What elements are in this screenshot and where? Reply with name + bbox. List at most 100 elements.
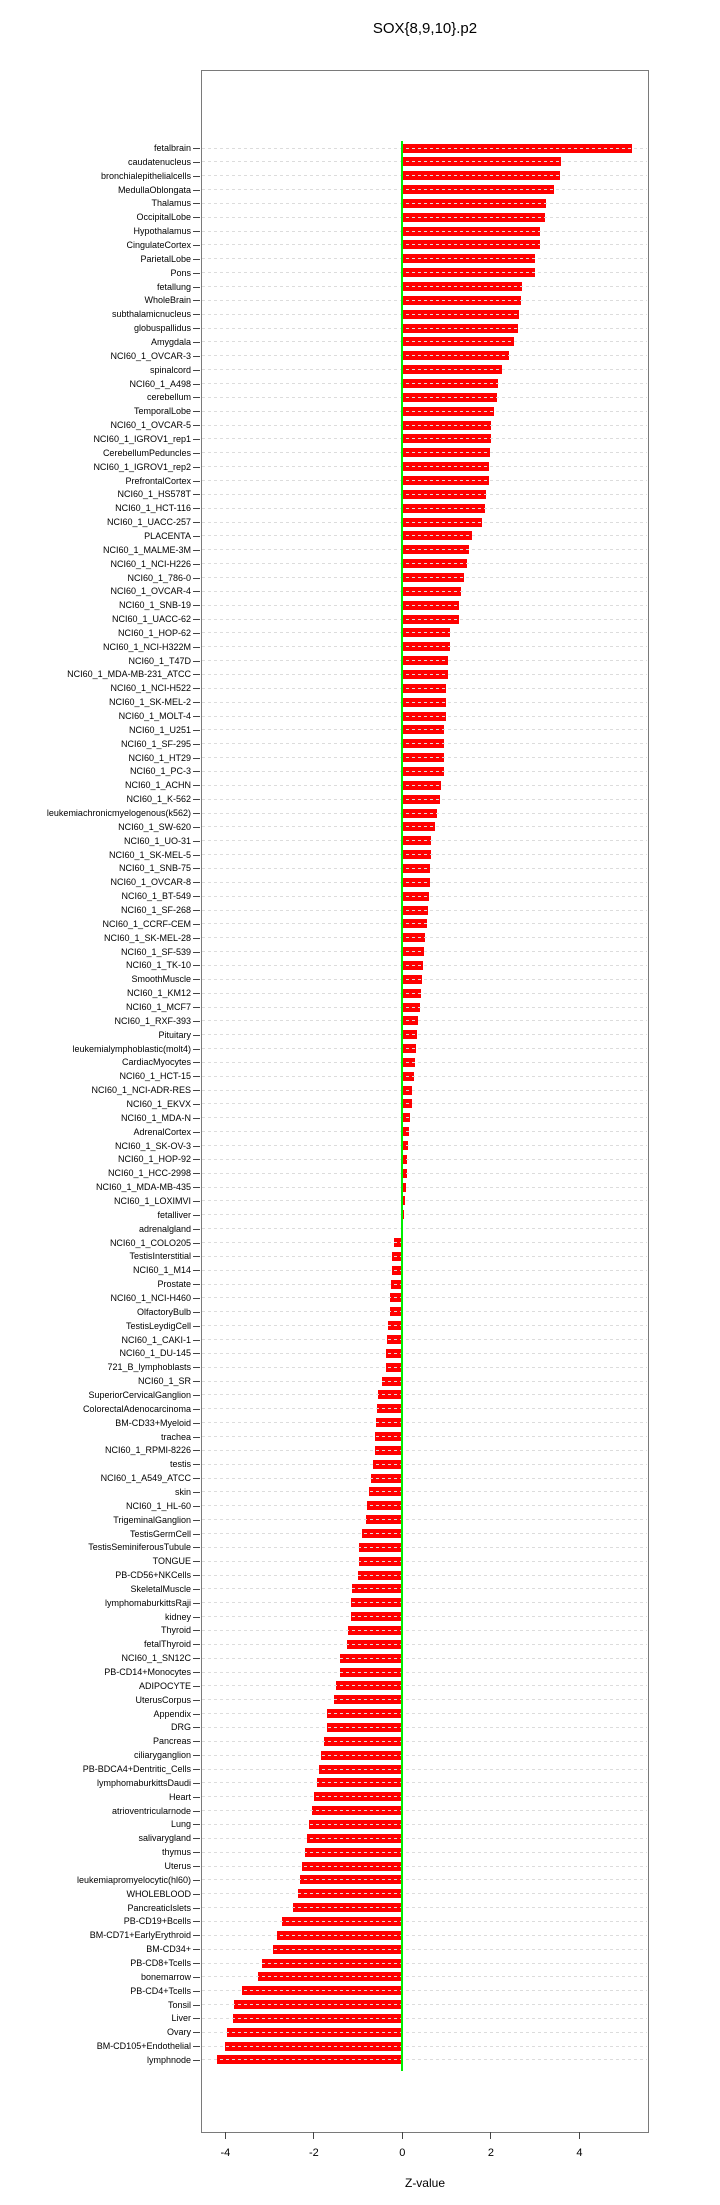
gridline xyxy=(202,452,647,454)
y-axis-label: bonemarrow xyxy=(140,1971,191,1982)
y-tick xyxy=(193,244,200,246)
y-tick xyxy=(193,438,200,440)
y-axis-label: globuspallidus xyxy=(133,323,191,334)
y-tick xyxy=(193,1990,200,1992)
y-axis-label: NCI60_1_SK-MEL-5 xyxy=(108,849,191,860)
gridline xyxy=(202,1740,647,1742)
gridline xyxy=(202,840,647,842)
y-tick xyxy=(193,217,200,219)
y-tick xyxy=(193,411,200,413)
gridline xyxy=(202,286,647,288)
y-axis-label: NCI60_1_LOXIMVI xyxy=(113,1195,191,1206)
y-axis-label: Prostate xyxy=(157,1279,191,1290)
gridline xyxy=(202,577,647,578)
y-tick xyxy=(193,328,200,330)
gridline xyxy=(202,1879,647,1881)
y-tick xyxy=(193,466,200,468)
y-axis-label: Tonsil xyxy=(167,1999,191,2010)
y-axis-label: caudatenucleus xyxy=(127,156,191,167)
y-axis-label: NCI60_1_KM12 xyxy=(126,988,191,999)
y-tick xyxy=(193,272,200,274)
y-axis-label: NCI60_1_UO-31 xyxy=(123,835,191,846)
gridline xyxy=(202,1172,647,1174)
y-tick xyxy=(193,1270,200,1272)
gridline xyxy=(202,1685,647,1687)
y-tick xyxy=(193,1159,200,1161)
gridline xyxy=(202,189,647,191)
y-tick xyxy=(193,1547,200,1549)
y-axis-label: NCI60_1_CAKI-1 xyxy=(121,1334,191,1345)
y-tick xyxy=(193,1810,200,1812)
y-tick xyxy=(193,1284,200,1286)
chart-title: SOX{8,9,10}.p2 xyxy=(372,20,478,37)
y-axis-label: NCI60_1_NCI-H522 xyxy=(110,683,191,694)
gridline xyxy=(202,1754,647,1756)
gridline xyxy=(202,230,647,232)
y-axis-label: NCI60_1_MDA-N xyxy=(120,1112,191,1123)
y-axis-label: NCI60_1_SF-295 xyxy=(120,738,191,749)
y-axis-label: NCI60_1_HCT-116 xyxy=(115,503,191,514)
y-tick xyxy=(193,854,200,856)
gridline xyxy=(202,1061,647,1063)
y-axis-label: fetalliver xyxy=(157,1209,191,1220)
gridline xyxy=(202,244,647,246)
y-tick xyxy=(193,1256,200,1258)
gridline xyxy=(202,313,647,315)
y-tick xyxy=(193,674,200,676)
y-tick xyxy=(193,1464,200,1466)
y-tick xyxy=(193,1976,200,1978)
y-axis-label: WHOLEBLOOD xyxy=(126,1888,191,1899)
y-axis-label: NCI60_1_A549_ATCC xyxy=(100,1473,191,1484)
gridline xyxy=(202,1837,647,1839)
gridline xyxy=(202,1823,647,1825)
y-tick xyxy=(193,1824,200,1826)
y-axis-label: CerebellumPeduncles xyxy=(102,447,191,458)
y-axis-label: NCI60_1_HT29 xyxy=(128,752,191,763)
y-tick xyxy=(193,1852,200,1854)
y-tick xyxy=(193,258,200,260)
x-tick xyxy=(578,2132,580,2139)
y-axis-label: NCI60_1_BT-549 xyxy=(121,891,191,902)
gridline xyxy=(202,549,647,551)
y-axis-label: NCI60_1_SNB-75 xyxy=(118,863,191,874)
y-tick xyxy=(193,1381,200,1383)
y-axis-label: leukemialymphoblastic(molt4) xyxy=(72,1043,191,1054)
gridline xyxy=(202,1560,647,1562)
y-axis-label: leukemiapromyelocytic(hl60) xyxy=(76,1874,191,1885)
gridline xyxy=(202,1893,647,1895)
y-tick xyxy=(193,1630,200,1632)
y-axis-label: NCI60_1_NCI-H460 xyxy=(110,1292,191,1303)
y-axis-label: NCI60_1_RXF-393 xyxy=(114,1015,191,1026)
y-tick xyxy=(193,1297,200,1299)
y-axis-label: TONGUE xyxy=(152,1556,191,1567)
gridline xyxy=(202,1851,647,1853)
y-tick xyxy=(193,923,200,925)
gridline xyxy=(202,1990,647,1992)
gridline xyxy=(202,1907,647,1909)
y-axis-label: NCI60_1_RPMI-8226 xyxy=(104,1445,191,1456)
y-tick xyxy=(193,549,200,551)
y-axis-label: UterusCorpus xyxy=(135,1694,191,1705)
y-tick xyxy=(193,1796,200,1798)
y-axis-label: NCI60_1_SR xyxy=(137,1376,191,1387)
y-axis-label: NCI60_1_SK-MEL-28 xyxy=(103,932,191,943)
gridline xyxy=(202,438,647,440)
y-tick xyxy=(193,425,200,427)
y-axis-label: adrenalgland xyxy=(138,1223,191,1234)
gridline xyxy=(202,646,647,648)
y-tick xyxy=(193,1672,200,1674)
y-axis-label: NCI60_1_OVCAR-4 xyxy=(110,586,191,597)
y-axis-label: salivarygland xyxy=(138,1833,191,1844)
gridline xyxy=(202,1214,647,1216)
y-tick xyxy=(193,1866,200,1868)
y-axis-label: NCI60_1_SNB-19 xyxy=(118,600,191,611)
gridline xyxy=(202,2031,647,2033)
gridline xyxy=(202,410,647,412)
y-tick xyxy=(193,1963,200,1964)
y-tick xyxy=(193,729,200,731)
y-axis-label: NCI60_1_NCI-H322M xyxy=(102,641,191,652)
gridline xyxy=(202,673,647,675)
y-axis-label: PB-CD19+Bcells xyxy=(123,1916,191,1927)
y-axis-label: NCI60_1_OVCAR-3 xyxy=(110,350,191,361)
x-tick-label: 4 xyxy=(576,2147,583,2159)
